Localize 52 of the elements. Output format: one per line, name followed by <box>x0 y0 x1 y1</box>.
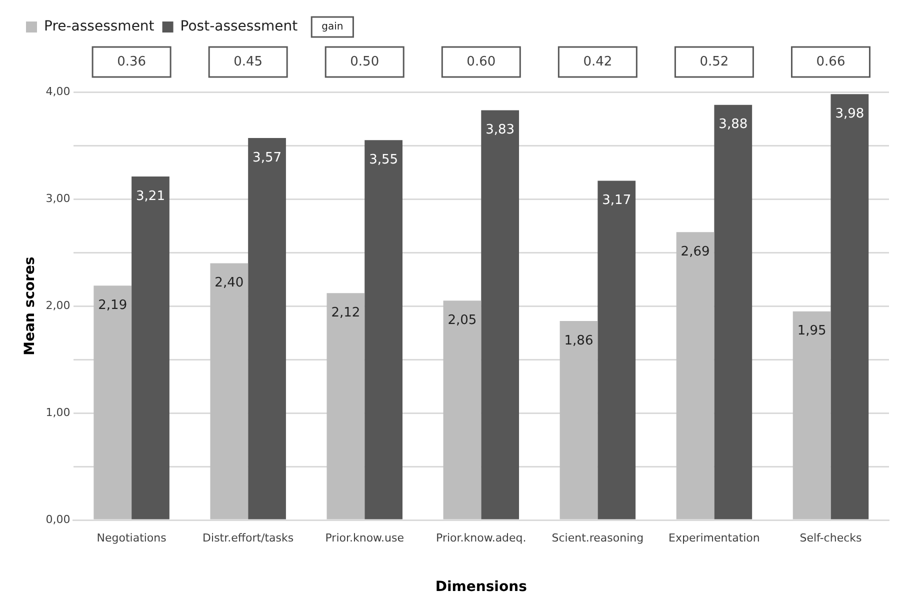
bar <box>830 94 869 520</box>
data-label: 2,19 <box>98 298 128 314</box>
bar <box>560 320 598 520</box>
y-tick-label: 3,00 <box>46 192 70 205</box>
bar <box>481 110 520 520</box>
text: 0.36 <box>117 54 146 70</box>
data-label: 2,12 <box>331 306 360 321</box>
y-tick-label: 2,00 <box>46 298 70 312</box>
y-tick-label: 0,00 <box>46 512 70 526</box>
text: gain <box>322 22 344 33</box>
x-tick-label: Experimentation <box>668 531 760 544</box>
data-label: 2,05 <box>448 313 477 328</box>
bar <box>364 140 402 520</box>
x-axis-title: Dimensions <box>435 579 527 596</box>
x-tick-label: Prior.know.use <box>325 531 404 544</box>
x-tick-label: Negotiations <box>96 531 167 544</box>
data-label: 2,69 <box>680 244 710 260</box>
bar <box>598 180 636 520</box>
y-tick-label: 4,00 <box>46 84 70 98</box>
x-tick-label: Scient.reasoning <box>552 531 644 544</box>
data-label: 3,88 <box>718 117 748 132</box>
data-label: 1,86 <box>564 333 594 348</box>
bar <box>326 293 365 520</box>
data-label: 1,95 <box>797 324 826 339</box>
data-label: 3,17 <box>602 193 632 208</box>
x-tick-label: Distr.effort/tasks <box>202 531 294 544</box>
legend-label: Pre-assessment <box>44 18 155 35</box>
bar <box>132 176 170 520</box>
data-label: 3,21 <box>136 188 165 204</box>
legend-label: Post-assessment <box>180 18 298 35</box>
bar <box>443 300 482 520</box>
data-label: 3,98 <box>835 106 864 122</box>
data-label: 2,40 <box>214 276 244 291</box>
data-label: 3,57 <box>252 150 282 166</box>
bar <box>792 311 831 520</box>
y-tick-label: 1,00 <box>46 406 70 419</box>
text: 0.52 <box>700 54 729 70</box>
bar <box>248 138 286 520</box>
bar <box>714 104 752 520</box>
text: 0.66 <box>816 54 846 70</box>
x-tick-label: Self-checks <box>800 531 862 544</box>
text: 0.50 <box>350 54 380 70</box>
bar <box>676 232 714 520</box>
data-label: 3,83 <box>486 122 515 138</box>
text: 0.60 <box>466 54 496 70</box>
bar <box>94 286 132 520</box>
data-label: 3,55 <box>369 152 398 168</box>
text: 0.45 <box>234 54 263 70</box>
bar <box>210 263 248 520</box>
text: 0.42 <box>583 54 612 70</box>
y-axis-title: Mean scores <box>22 256 38 356</box>
x-tick-label: Prior.know.adeq. <box>436 531 526 544</box>
